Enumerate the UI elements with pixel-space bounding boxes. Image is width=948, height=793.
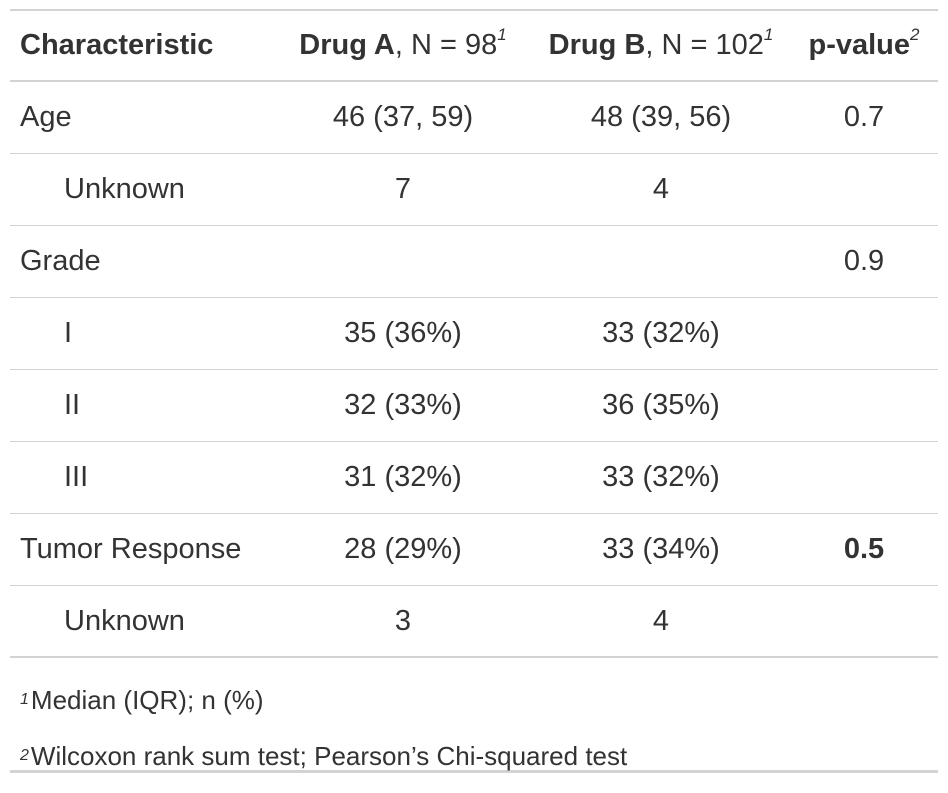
row-label-text: Unknown — [64, 173, 185, 205]
table-row: Age 46 (37, 59) 48 (39, 56) 0.7 — [10, 82, 938, 154]
header-drug-b: Drug B, N = 1021 — [532, 26, 790, 61]
cell-drug-b: 33 (34%) — [602, 533, 720, 565]
row-label-text: Unknown — [64, 604, 185, 637]
row-label: II — [10, 391, 274, 420]
header-drug-a: Drug A, N = 981 — [274, 26, 532, 61]
footnote-text: Wilcoxon rank sum test; Pearson’s Chi-sq… — [30, 741, 628, 771]
cell-pvalue: 0.5 — [843, 533, 885, 565]
footnote: 1 Median (IQR); n (%) — [20, 685, 264, 715]
cell-drug-a: 32 (33%) — [344, 389, 462, 421]
cell-pvalue: 0.7 — [843, 101, 885, 133]
row-label: I — [10, 319, 274, 348]
table-row: Unknown 7 4 — [10, 154, 938, 226]
header-pvalue: p-value2 — [790, 26, 938, 61]
header-row: Characteristic Drug A, N = 981 Drug B, N… — [10, 11, 938, 82]
cell-drug-a: 28 (29%) — [344, 533, 462, 565]
cell-drug-b: 33 (32%) — [602, 461, 720, 493]
header-drug-b-n: , N = 102 — [645, 29, 764, 61]
top-rule — [10, 9, 938, 11]
table-row: I 35 (36%) 33 (32%) — [10, 298, 938, 370]
cell-drug-a: 3 — [394, 604, 412, 637]
row-label: Age — [20, 101, 72, 133]
row-label-text: II — [64, 389, 81, 421]
table-row: III 31 (32%) 33 (32%) — [10, 442, 938, 514]
header-pvalue-footnote-mark: 2 — [910, 25, 920, 44]
cell-drug-b: 4 — [652, 604, 670, 637]
row-label: Unknown — [10, 604, 274, 637]
header-drug-a-name: Drug A — [299, 29, 395, 61]
header-drug-b-name: Drug B — [548, 29, 646, 61]
table-footnotes: 1 Median (IQR); n (%) 2 Wilcoxon rank sum … — [10, 658, 938, 773]
row-label-text: I — [64, 317, 73, 349]
cell-drug-a: 7 — [394, 173, 412, 205]
row-label-text: III — [64, 461, 89, 493]
row-label: III — [10, 463, 274, 492]
header-drug-a-n: , N = 98 — [394, 29, 498, 61]
row-label: Unknown — [10, 175, 274, 204]
table-row: Unknown 3 4 — [10, 586, 938, 658]
cell-drug-b: 4 — [652, 173, 670, 205]
row-label: Tumor Response — [20, 533, 242, 565]
table-row: II 32 (33%) 36 (35%) — [10, 370, 938, 442]
header-pvalue-name: p-value — [808, 29, 911, 61]
row-label: Grade — [20, 245, 101, 277]
footnote: 2 Wilcoxon rank sum test; Pearson’s Chi-s… — [20, 741, 628, 771]
cell-drug-b: 48 (39, 56) — [590, 101, 732, 133]
cell-drug-b: 33 (32%) — [602, 317, 720, 349]
table-row: Grade 0.9 — [10, 226, 938, 298]
cell-drug-b: 36 (35%) — [602, 389, 720, 421]
table-row: Tumor Response 28 (29%) 33 (34%) 0.5 — [10, 514, 938, 586]
footnote-text: Median (IQR); n (%) — [30, 685, 264, 715]
header-characteristic: Characteristic — [20, 29, 214, 61]
header-drug-a-footnote-mark: 1 — [497, 25, 507, 44]
summary-table: Characteristic Drug A, N = 981 Drug B, N… — [10, 9, 938, 773]
cell-drug-a: 46 (37, 59) — [332, 101, 474, 133]
header-drug-b-footnote-mark: 1 — [763, 25, 774, 44]
cell-drug-a: 31 (32%) — [344, 461, 462, 493]
cell-pvalue: 0.9 — [843, 245, 885, 277]
cell-drug-a: 35 (36%) — [344, 317, 462, 349]
